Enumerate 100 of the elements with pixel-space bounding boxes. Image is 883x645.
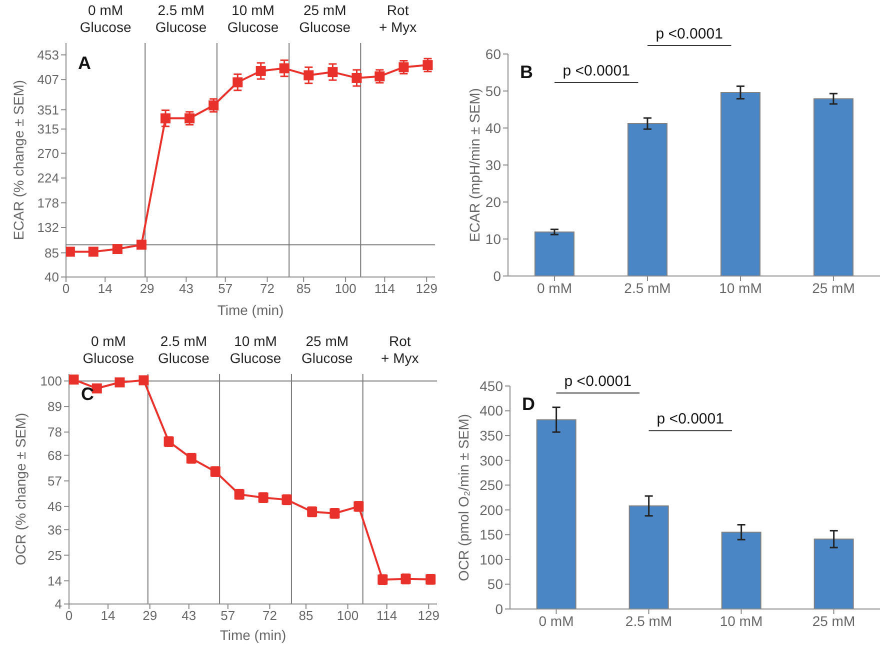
y-tick-label: 57 xyxy=(48,473,62,488)
y-tick-label: 270 xyxy=(37,146,59,161)
x-axis-title: Time (min) xyxy=(217,302,284,318)
y-tick-label: 150 xyxy=(480,526,504,543)
x-tick-label: 85 xyxy=(298,608,314,624)
point xyxy=(112,244,122,254)
x-tick-label: 43 xyxy=(182,608,196,624)
x-tick-label: 2.5 mM xyxy=(625,612,672,629)
annotation: C xyxy=(81,384,94,404)
text: Rot + Myx xyxy=(381,333,419,366)
x-tick-label: 14 xyxy=(100,608,116,624)
y-tick-label: 78 xyxy=(48,424,62,440)
annotation: p <0.0001 xyxy=(562,62,630,80)
y-tick-label: 50 xyxy=(487,576,504,592)
y-tick-label: 350 xyxy=(480,428,504,444)
x-axis-title: Time (min) xyxy=(220,627,286,643)
point xyxy=(256,66,266,76)
point xyxy=(136,240,146,250)
y-tick-label: 300 xyxy=(480,452,504,468)
annotation: p <0.0001 xyxy=(564,372,632,390)
x-tick-label: 2.5 mM xyxy=(624,280,671,296)
point xyxy=(138,375,149,386)
point xyxy=(328,67,338,78)
y-tick-label: 132 xyxy=(37,220,59,236)
y-tick-label: 4 xyxy=(54,596,62,612)
y-tick-label: 40 xyxy=(44,270,59,285)
point xyxy=(232,77,243,88)
point xyxy=(160,113,171,124)
y-tick-label: 351 xyxy=(37,102,59,118)
text: 25 mM Glucose xyxy=(299,2,351,35)
y-tick-label: 450 xyxy=(480,378,504,394)
y-tick-label: 250 xyxy=(480,477,504,494)
y-tick-label: 100 xyxy=(480,551,504,568)
x-tick-label: 25 mM xyxy=(812,612,856,629)
y-axis-title: ECAR (mpH/min ± SEM) xyxy=(466,88,483,242)
point xyxy=(184,113,195,124)
x-tick-label: 29 xyxy=(142,608,158,624)
y-axis-title: OCR (pmol O₂/min ± SEM) xyxy=(456,414,472,582)
x-tick-label: 25 mM xyxy=(812,280,855,296)
y-axis-title: ECAR (% change ± SEM) xyxy=(10,80,27,240)
y-tick-label: 40 xyxy=(485,120,502,136)
x-tick-label: 10 mM xyxy=(720,612,763,629)
x-tick-label: 114 xyxy=(374,281,396,296)
x-tick-label: 129 xyxy=(418,608,440,624)
x-tick-label: 100 xyxy=(334,281,356,296)
annotation: D xyxy=(522,394,535,414)
text: 2.5 mM Glucose xyxy=(155,2,207,35)
x-tick-label: 0 mM xyxy=(538,612,574,629)
y-tick-label: 25 xyxy=(48,548,62,563)
y-tick-label: 200 xyxy=(480,502,504,518)
y-tick-label: 14 xyxy=(48,573,62,588)
y-tick-label: 50 xyxy=(485,82,502,99)
y-tick-label: 36 xyxy=(48,522,62,538)
x-tick-label: 72 xyxy=(262,608,277,624)
annotation: A xyxy=(78,53,91,73)
y-tick-label: 407 xyxy=(37,72,59,88)
y-tick-label: 20 xyxy=(485,194,502,210)
x-tick-label: 72 xyxy=(260,281,275,296)
point xyxy=(66,246,75,257)
text: 10 mM Glucose xyxy=(227,2,279,35)
text: 0 mM Glucose xyxy=(82,333,134,366)
point xyxy=(304,70,314,80)
point xyxy=(352,72,362,83)
x-tick-label: 29 xyxy=(140,281,154,296)
x-tick-label: 10 mM xyxy=(719,280,762,296)
text: p <0.0001 xyxy=(656,25,723,42)
x-tick-label: 0 mM xyxy=(537,280,572,296)
y-tick-label: 46 xyxy=(48,499,62,514)
y-tick-label: 0 xyxy=(493,268,502,284)
text: 10 mM Glucose xyxy=(230,333,282,366)
x-tick-label: 14 xyxy=(98,281,112,296)
y-tick-label: 89 xyxy=(48,399,62,414)
x-tick-label: 129 xyxy=(416,281,438,296)
y-tick-label: 400 xyxy=(480,402,504,419)
point xyxy=(88,246,98,257)
x-tick-label: 57 xyxy=(220,608,236,624)
text: 2.5 mM Glucose xyxy=(158,333,210,366)
y-tick-label: 453 xyxy=(37,47,59,62)
point xyxy=(279,63,290,74)
y-tick-label: 10 xyxy=(485,230,502,247)
y-tick-label: 85 xyxy=(44,245,59,260)
point xyxy=(208,100,219,110)
text: 0 mM Glucose xyxy=(80,2,132,35)
x-tick-label: 57 xyxy=(218,281,233,296)
annotation: p <0.0001 xyxy=(656,410,724,428)
y-tick-label: 178 xyxy=(37,195,59,210)
x-tick-label: 114 xyxy=(376,608,398,624)
text: 25 mM Glucose xyxy=(301,333,354,366)
y-tick-label: 315 xyxy=(37,122,59,137)
y-tick-label: 68 xyxy=(48,448,62,463)
text: Rot + Myx xyxy=(378,2,417,35)
y-axis-title: OCR (% change ± SEM) xyxy=(12,412,29,566)
x-tick-label: 85 xyxy=(296,281,311,296)
x-tick-label: 43 xyxy=(178,281,194,296)
y-tick-label: 100 xyxy=(40,374,62,389)
point xyxy=(374,71,385,82)
point xyxy=(422,60,433,70)
annotation: B xyxy=(520,62,533,82)
y-tick-label: 30 xyxy=(485,156,502,173)
x-tick-label: 100 xyxy=(336,608,359,624)
